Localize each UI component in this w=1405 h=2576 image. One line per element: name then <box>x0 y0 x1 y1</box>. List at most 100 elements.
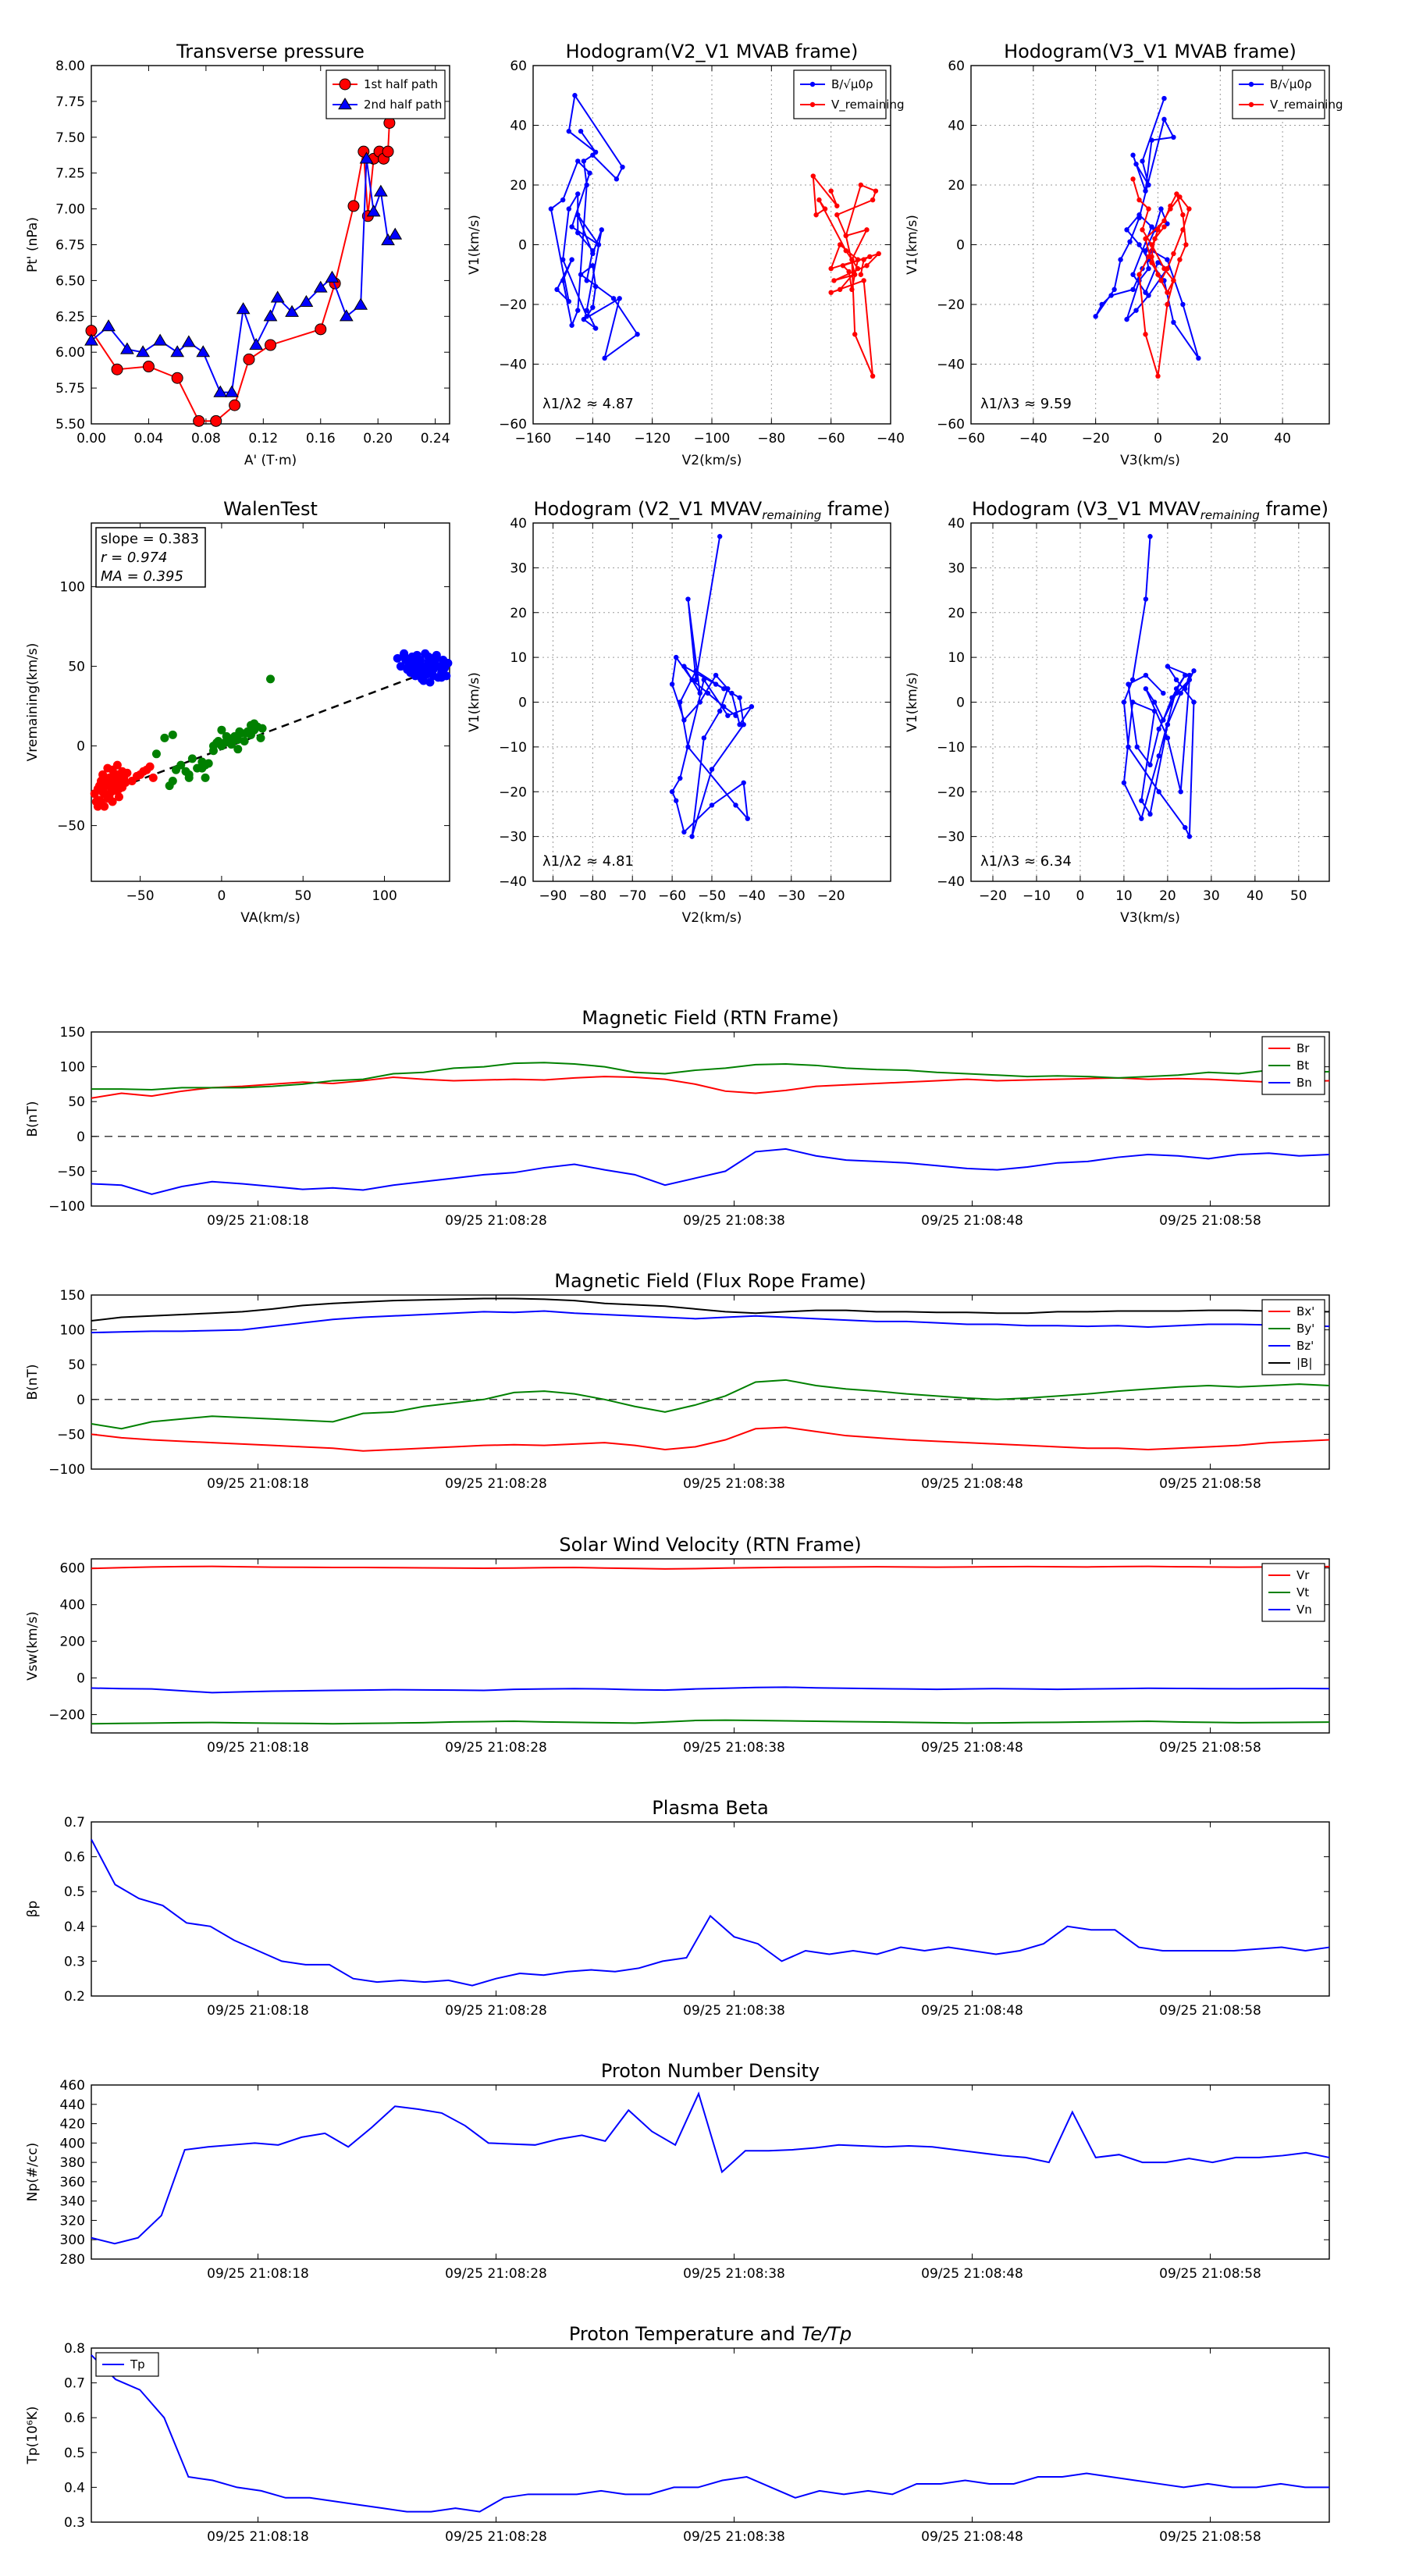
y-tick-label: 40 <box>948 119 965 134</box>
data-point <box>1191 668 1197 674</box>
data-point <box>114 785 123 794</box>
proton-temperature-panel: 09/25 21:08:18 09/25 21:08:28 09/25 21:08:… <box>25 2323 1330 2545</box>
data-point <box>1140 227 1145 233</box>
data-point <box>590 263 596 269</box>
x-tick-label: −40 <box>877 431 905 447</box>
data-point <box>1161 690 1166 696</box>
data-point <box>852 332 858 337</box>
y-tick-label: 280 <box>60 2252 85 2268</box>
data-point <box>114 792 123 802</box>
data-point <box>828 265 834 272</box>
data-point <box>94 781 104 791</box>
data-point <box>575 308 581 313</box>
data-point <box>217 725 226 735</box>
data-point <box>578 272 584 277</box>
x-tick-label: 10 <box>1115 888 1133 904</box>
panel-title: Hodogram (V2_V1 MVAVremaining frame) <box>534 498 891 522</box>
x-tick-label: 0.08 <box>191 431 221 447</box>
data-point <box>1158 278 1164 283</box>
y-tick-label: 5.50 <box>55 417 85 432</box>
data-point <box>170 345 185 358</box>
eigenvalue-ratio: λ1/λ2 ≈ 4.81 <box>542 853 634 870</box>
data-point <box>1161 116 1167 123</box>
panel-title: Plasma Beta <box>652 1797 768 1819</box>
x-tick-label: 20 <box>1211 431 1229 447</box>
data-point <box>193 415 205 427</box>
data-point <box>429 671 438 681</box>
y-tick-label: 7.25 <box>55 166 85 182</box>
data-point <box>1183 242 1189 247</box>
title-subscript: remaining <box>762 508 821 522</box>
data-point <box>701 677 707 683</box>
data-point <box>810 173 816 179</box>
y-tick-label: 10 <box>510 650 527 666</box>
series-line-blue <box>91 2354 1329 2513</box>
data-point <box>575 230 581 236</box>
data-point <box>685 744 691 750</box>
plot-frame <box>91 1294 1330 1470</box>
data-point <box>1130 272 1136 277</box>
data-point <box>270 290 285 303</box>
series-line-blue <box>91 1838 1330 1987</box>
data-point <box>840 263 846 269</box>
data-point <box>181 767 190 776</box>
data-point <box>432 653 441 663</box>
time-tick-label: 09/25 21:08:38 <box>683 2266 785 2282</box>
data-point <box>554 286 560 293</box>
data-point <box>1186 677 1193 683</box>
data-point <box>266 674 275 684</box>
data-point <box>168 730 177 739</box>
y-tick-label: 50 <box>68 660 85 675</box>
series-line-blue <box>91 1310 1330 1334</box>
data-point <box>560 197 566 203</box>
data-point <box>1180 212 1186 218</box>
data-point <box>620 164 625 170</box>
y-tick-label: −30 <box>937 830 965 845</box>
data-point <box>864 263 870 269</box>
x-tick-label: −80 <box>757 431 785 447</box>
y-tick-label: 100 <box>60 1323 85 1339</box>
data-point <box>393 653 402 663</box>
magnetic-field-rtn-panel: 09/25 21:08:18 09/25 21:08:28 09/25 21:08:… <box>25 1007 1330 1229</box>
data-point <box>1136 197 1142 203</box>
data-point <box>685 596 691 602</box>
legend-label: Vn <box>1297 1603 1312 1617</box>
x-tick-label: −40 <box>738 888 766 904</box>
data-point <box>1136 272 1142 277</box>
plot-frame <box>91 1821 1330 1997</box>
time-tick-label: 09/25 21:08:38 <box>683 1476 785 1492</box>
y-tick-label: 0.2 <box>64 1989 85 2005</box>
hodogram-v2-v1-mvav-panel: −90 −80 −70 −60 −50 −40 −30 −20 −40 −30 −20 −10 0 10 2… <box>467 498 891 926</box>
legend: Bx' By' Bz' |B| <box>1261 1299 1325 1375</box>
data-point <box>1124 227 1129 233</box>
data-point <box>118 767 127 776</box>
data-point <box>212 738 222 748</box>
data-point <box>84 333 98 346</box>
data-point <box>713 672 719 678</box>
series-blue <box>84 151 403 397</box>
data-point <box>1178 690 1183 696</box>
y-axis-label: Pt' (nPa) <box>25 217 41 272</box>
time-tick-label: 09/25 21:08:28 <box>445 1213 547 1229</box>
data-point <box>566 298 571 304</box>
data-point <box>617 296 622 301</box>
time-tick-label: 09/25 21:08:48 <box>921 1213 1023 1229</box>
walen-test-panel: −50 0 50 100 −50 0 50 100 Vremaining(km/s) VA(km/… <box>25 498 453 926</box>
data-point <box>861 257 866 262</box>
data-point <box>1139 798 1144 803</box>
data-point <box>1151 708 1158 714</box>
x-axis-label: A' (T·m) <box>244 453 297 468</box>
x-axis-label: V3(km/s) <box>1120 910 1180 926</box>
y-tick-label: 0.6 <box>64 2411 85 2426</box>
data-point <box>407 664 417 673</box>
data-point <box>592 326 599 331</box>
time-tick-label: 09/25 21:08:48 <box>921 2266 1023 2282</box>
x-tick-label: −50 <box>126 888 155 904</box>
data-point <box>828 188 834 194</box>
y-tick-label: 50 <box>68 1094 85 1110</box>
title-text: Hodogram (V2_V1 MVAV <box>534 498 763 520</box>
data-point <box>1171 134 1176 140</box>
y-tick-label: 400 <box>60 1598 85 1614</box>
y-tick-label: −100 <box>48 1462 85 1478</box>
y-tick-label: 40 <box>948 516 965 532</box>
